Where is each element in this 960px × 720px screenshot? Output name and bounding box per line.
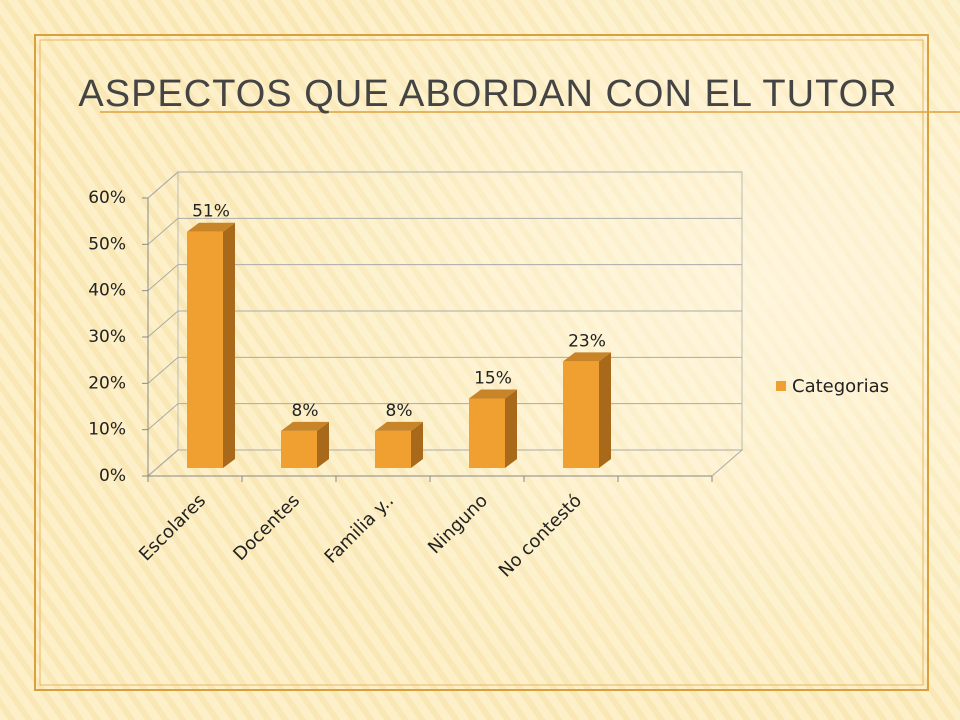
data-label: 8% — [292, 401, 319, 421]
data-label: 15% — [474, 369, 512, 389]
y-tick-label: 30% — [88, 327, 126, 347]
bar-side — [223, 222, 235, 468]
grid-line — [147, 171, 742, 199]
grid-line — [147, 264, 742, 292]
y-tick-label: 60% — [88, 188, 126, 208]
bar — [563, 361, 599, 468]
data-label: 23% — [568, 331, 606, 351]
bar-side — [317, 421, 329, 468]
data-label: 8% — [386, 401, 413, 421]
bar-top — [281, 421, 329, 431]
bar-side — [505, 389, 517, 468]
frame-inner — [39, 39, 924, 686]
grid-line — [147, 217, 742, 245]
y-tick-label: 40% — [88, 281, 126, 301]
chart-title: ASPECTOS QUE ABORDAN CON EL TUTOR — [78, 73, 897, 115]
bar — [469, 398, 505, 468]
bar-side — [411, 421, 423, 468]
bar — [281, 430, 317, 468]
grid-line — [147, 449, 742, 477]
bar-side — [599, 352, 611, 468]
y-tick-label: 10% — [88, 420, 126, 440]
bar — [375, 430, 411, 468]
frame — [34, 34, 929, 691]
bar — [187, 231, 223, 468]
grid-line — [147, 310, 742, 338]
bar-top — [375, 421, 423, 431]
grid-line — [147, 356, 742, 384]
grid-line — [147, 403, 742, 431]
legend-swatch — [776, 381, 786, 391]
y-tick-label: 20% — [88, 373, 126, 393]
data-label: 51% — [192, 202, 230, 222]
bar-top — [563, 352, 611, 362]
bar-top — [187, 222, 235, 232]
legend-label: Categorias — [792, 376, 889, 397]
bar-top — [469, 389, 517, 399]
y-tick-label: 50% — [88, 234, 126, 254]
y-tick-label: 0% — [99, 466, 126, 486]
